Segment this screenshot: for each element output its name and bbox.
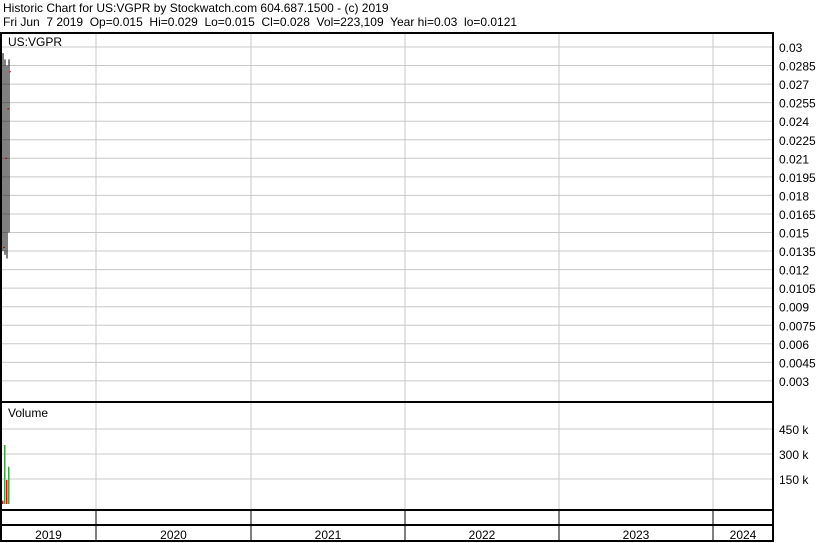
volume-bar — [6, 480, 8, 504]
volume-tick-label: 450 k — [779, 423, 809, 437]
year-label: 2022 — [469, 528, 496, 542]
price-tick-label: 0.0105 — [779, 282, 816, 296]
price-tick-label: 0.0255 — [779, 97, 816, 111]
volume-bar — [2, 500, 4, 504]
price-pane-title: US:VGPR — [8, 35, 62, 49]
price-tick-label: 0.003 — [779, 375, 809, 389]
price-tick-label: 0.018 — [779, 189, 809, 203]
volume-bar — [8, 466, 10, 504]
price-tick-label: 0.027 — [779, 78, 809, 92]
year-label: 2021 — [315, 528, 342, 542]
price-tick-label: 0.015 — [779, 227, 809, 241]
year-label: 2019 — [35, 528, 62, 542]
price-tick-label: 0.0075 — [779, 319, 816, 333]
price-tick-label: 0.006 — [779, 338, 809, 352]
volume-tick-label: 300 k — [779, 448, 809, 462]
price-tick-label: 0.024 — [779, 115, 809, 129]
price-tick-label: 0.03 — [779, 41, 803, 55]
price-tick-label: 0.0045 — [779, 356, 816, 370]
quote-summary: Fri Jun 7 2019 Op=0.015 Hi=0.029 Lo=0.01… — [3, 15, 518, 29]
price-tick-label: 0.012 — [779, 264, 809, 278]
chart-title: Historic Chart for US:VGPR by Stockwatch… — [3, 1, 389, 15]
price-tick-label: 0.0135 — [779, 245, 816, 259]
price-tick-label: 0.0225 — [779, 134, 816, 148]
volume-pane-title: Volume — [8, 406, 48, 420]
price-tick-label: 0.021 — [779, 152, 809, 166]
year-label: 2023 — [623, 528, 650, 542]
price-tick-label: 0.009 — [779, 301, 809, 315]
price-tick-label: 0.0195 — [779, 171, 816, 185]
volume-bar — [4, 445, 6, 504]
year-label: 2024 — [730, 528, 757, 542]
volume-tick-label: 150 k — [779, 473, 809, 487]
year-label: 2020 — [160, 528, 187, 542]
chart-frame — [0, 32, 774, 542]
price-tick-label: 0.0165 — [779, 208, 816, 222]
price-tick-label: 0.0285 — [779, 60, 816, 74]
